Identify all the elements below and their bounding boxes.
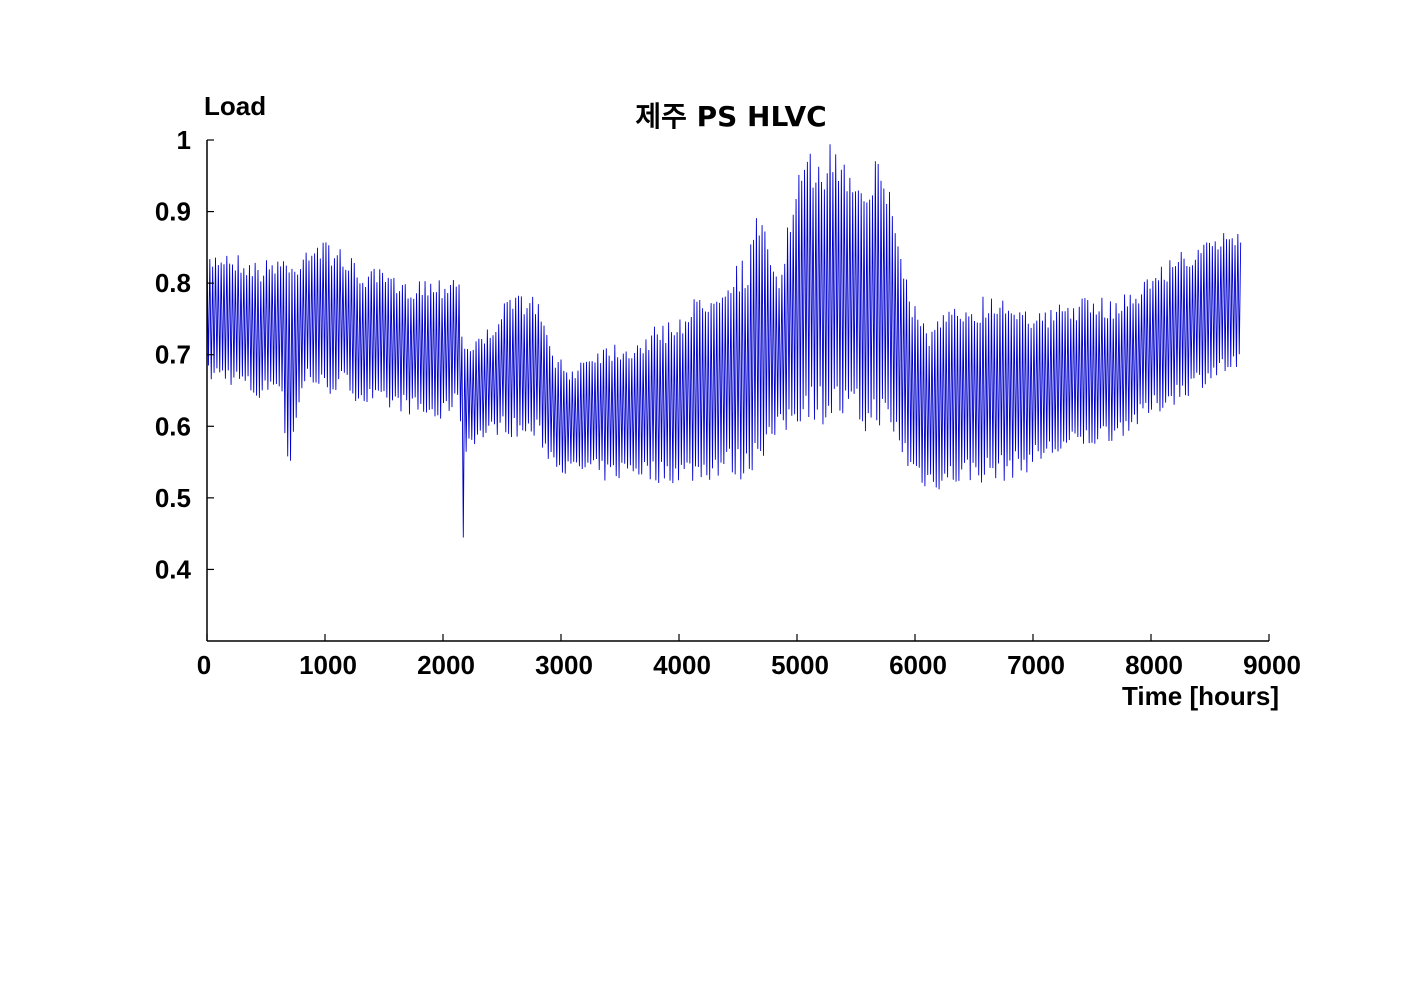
x-tick-label: 0 bbox=[197, 650, 211, 680]
load-series-line bbox=[206, 144, 1242, 538]
y-tick-label: 0.9 bbox=[155, 197, 191, 227]
x-tick-label: 2000 bbox=[417, 650, 475, 680]
x-axis-ticks: 0 1000 2000 3000 4000 5000 6000 7000 8000 9000 bbox=[197, 634, 1301, 680]
x-tick-label: 1000 bbox=[299, 650, 357, 680]
x-tick-label: 8000 bbox=[1125, 650, 1183, 680]
y-axis-label: Load bbox=[204, 91, 266, 121]
y-axis-ticks: 0.4 0.5 0.6 0.7 0.8 0.9 1 bbox=[155, 125, 214, 584]
y-tick-label: 0.7 bbox=[155, 340, 191, 370]
x-tick-label: 9000 bbox=[1243, 650, 1301, 680]
x-axis-label: Time [hours] bbox=[1122, 681, 1279, 711]
y-tick-label: 0.8 bbox=[155, 268, 191, 298]
y-tick-label: 1 bbox=[177, 125, 191, 155]
x-tick-label: 4000 bbox=[653, 650, 711, 680]
x-tick-label: 7000 bbox=[1007, 650, 1065, 680]
x-tick-label: 6000 bbox=[889, 650, 947, 680]
load-series-path bbox=[206, 144, 1242, 538]
y-tick-label: 0.6 bbox=[155, 411, 191, 441]
chart-title: 제주 PS HLVC bbox=[635, 100, 826, 133]
y-tick-label: 0.4 bbox=[155, 554, 192, 584]
y-tick-label: 0.5 bbox=[155, 483, 191, 513]
x-tick-label: 5000 bbox=[771, 650, 829, 680]
x-tick-label: 3000 bbox=[535, 650, 593, 680]
